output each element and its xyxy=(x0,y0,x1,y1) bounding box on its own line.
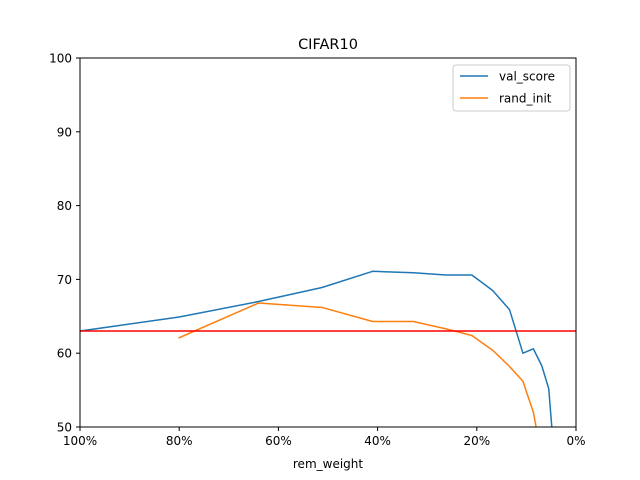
legend-label-rand-init: rand_init xyxy=(499,92,552,106)
x-tick-label: 80% xyxy=(166,434,193,448)
plot-frame xyxy=(79,57,577,428)
series-line-val-score xyxy=(80,270,553,427)
x-tick-label: 40% xyxy=(364,434,391,448)
x-tick-label: 60% xyxy=(265,434,292,448)
y-tick-label: 80 xyxy=(57,199,72,213)
x-axis-label: rem_weight xyxy=(293,457,363,471)
series-line-rand-init xyxy=(178,302,537,427)
legend: val_score rand_init xyxy=(452,64,571,112)
legend-label-val-score: val_score xyxy=(499,70,555,84)
y-tick-label: 90 xyxy=(57,125,72,139)
y-tick-label: 100 xyxy=(49,52,72,66)
y-tick-label: 60 xyxy=(57,347,72,361)
chart-title: CIFAR10 xyxy=(298,37,358,53)
x-tick-label: 20% xyxy=(463,434,490,448)
y-tick-label: 70 xyxy=(57,273,72,287)
x-tick-label: 100% xyxy=(63,434,97,448)
x-tick-label: 0% xyxy=(566,434,585,448)
y-tick-label: 50 xyxy=(57,421,72,435)
